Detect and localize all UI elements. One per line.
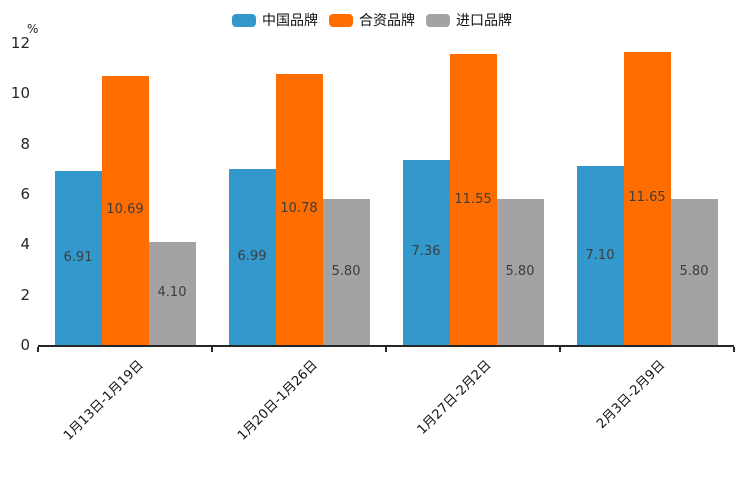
x-axis-category-text: 1月13日-1月19日: [60, 357, 147, 444]
legend-label-joint-venture-brand: 合资品牌: [359, 13, 415, 29]
bar-value-label: 6.99: [237, 249, 267, 265]
bar-joint-venture-brand: [623, 51, 671, 345]
bar-value-label: 10.78: [280, 201, 318, 217]
legend-item-china-brand: 中国品牌: [232, 10, 318, 30]
bar-value-label: 11.65: [628, 190, 666, 206]
bar-joint-venture-brand: [275, 73, 323, 345]
y-axis-tick-label: 10: [10, 84, 30, 103]
y-axis-tick-label: 0: [20, 336, 30, 354]
x-axis-category-text: 1月20日-1月26日: [234, 357, 321, 444]
plot-area: 0 2 4 6 8 10 12 6.91 10.69 4.10 1月13日-1月19日 6.99 10.…: [11, 34, 735, 444]
bar-import-brand: [496, 199, 544, 345]
x-axis-category-text: 1月27日-2月2日: [414, 357, 495, 438]
bar-value-label: 10.69: [106, 202, 144, 218]
x-axis-tick: [733, 347, 735, 352]
chart-legend: 中国品牌 合资品牌 进口品牌: [0, 10, 744, 30]
y-axis-tick-label: 12: [10, 34, 30, 52]
legend-item-joint-venture-brand: 合资品牌: [329, 10, 415, 30]
legend-label-import-brand: 进口品牌: [456, 13, 512, 29]
bar-joint-venture-brand: [101, 75, 149, 345]
bar-china-brand: [54, 171, 102, 345]
bar-value-label: 7.36: [411, 244, 441, 260]
bar-value-label: 4.10: [157, 285, 187, 301]
bar-value-label: 6.91: [63, 250, 93, 266]
legend-swatch-china-brand: [232, 13, 256, 27]
bar-value-label: 7.10: [585, 247, 615, 263]
legend-swatch-joint-venture-brand: [329, 13, 353, 27]
x-axis-tick: [211, 347, 213, 352]
bar-value-label: 5.80: [505, 264, 535, 280]
y-axis-unit-label: %: [27, 22, 39, 36]
bar-joint-venture-brand: [449, 54, 497, 345]
bar-import-brand: [322, 199, 370, 345]
bar-import-brand: [670, 199, 718, 345]
bar-china-brand: [576, 166, 624, 345]
y-axis-tick-label: 2: [20, 285, 30, 304]
x-axis-category-text: 2月3日-2月9日: [594, 357, 669, 432]
legend-item-import-brand: 进口品牌: [426, 10, 512, 30]
bar-value-label: 11.55: [454, 191, 492, 207]
legend-swatch-import-brand: [426, 13, 450, 27]
y-axis-tick-label: 8: [20, 134, 30, 153]
bar-value-label: 5.80: [679, 264, 709, 280]
y-axis-tick-label: 4: [20, 235, 30, 254]
bar-china-brand: [228, 169, 276, 345]
x-axis-tick: [385, 347, 387, 352]
bar-value-label: 5.80: [331, 264, 361, 280]
x-axis-tick: [37, 347, 39, 352]
legend-label-china-brand: 中国品牌: [262, 13, 318, 29]
bar-china-brand: [402, 159, 450, 345]
bar-import-brand: [148, 241, 196, 345]
y-axis-tick-label: 6: [20, 185, 30, 203]
x-axis-tick: [559, 347, 561, 352]
